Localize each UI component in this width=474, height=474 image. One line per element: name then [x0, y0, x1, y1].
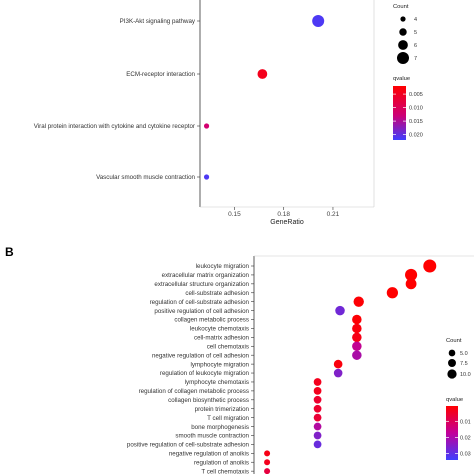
- panel-b-term-regulation-of-leukocyte-migration: regulation of leukocyte migration: [160, 370, 250, 377]
- panel-b-term-regulation-of-collagen-metabolic-process: regulation of collagen metabolic process: [139, 388, 249, 395]
- panel-a-term-viral-protein-interaction-with-cytokine-and-cytokine-receptor: Viral protein interaction with cytokine …: [34, 123, 195, 130]
- panel-b-color-legend-label: 0.02: [460, 435, 471, 441]
- panel-b-dot-regulation-of-cell-substrate-adhesion: [353, 296, 364, 307]
- panel-b-dot-t-cell-chemotaxis: [264, 468, 271, 474]
- panel-b-label: B: [5, 245, 14, 259]
- panel-a-term-pi3k-akt-signaling-pathway: PI3K-Akt signaling pathway: [120, 18, 196, 25]
- panel-b-term-cell-matrix-adhesion: cell-matrix adhesion: [194, 335, 250, 342]
- panel-b-size-legend-label: 10.0: [460, 372, 471, 378]
- panel-a-dot-vascular-smooth-muscle-contraction: [203, 174, 210, 180]
- panel-b-color-bar: [446, 406, 458, 460]
- panel-b-term-t-cell-chemotaxis: T cell chemotaxis: [201, 468, 249, 474]
- panel-a: 0.15 0.18 0.21 PI3K-Akt signaling pathway E…: [34, 0, 423, 226]
- panel-a-size-legend-label: 7: [414, 56, 417, 62]
- panel-a-dot-viral-protein-interaction-with-cytokine-and-cytokine-receptor: [203, 123, 210, 129]
- panel-b-dot-positive-regulation-of-cell-adhesion: [335, 305, 345, 316]
- panel-a-size-legend-dot: [397, 52, 409, 64]
- panel-b-size-legend-label: 7.5: [460, 361, 468, 367]
- panel-a-dot-pi3k-akt-signaling-pathway: [312, 15, 325, 27]
- panel-b-dot-leukocyte-migration: [423, 259, 437, 273]
- panel-b-term-negative-regulation-of-anoikis: negative regulation of anoikis: [169, 451, 249, 458]
- panel-b-term-extracellular-matrix-organization: extracellular matrix organization: [162, 272, 250, 279]
- panel-b-dot-smooth-muscle-contraction: [313, 431, 322, 440]
- panel-b-size-legend-title: Count: [446, 338, 462, 344]
- panel-b-dot-bone-morphogenesis: [313, 422, 322, 431]
- panel-a-size-legend-title: Count: [393, 4, 409, 10]
- panel-b-dot-regulation-of-anoikis: [264, 459, 271, 466]
- panel-a-x-axis-label: GeneRatio: [270, 219, 304, 226]
- panel-b-dot-collagen-biosynthetic-process: [313, 395, 322, 404]
- panel-a-x-tick-label: 0.21: [327, 211, 340, 218]
- panel-b-color-legend-label: 0.03: [460, 452, 471, 458]
- panel-b-term-leukocyte-migration: leukocyte migration: [196, 263, 250, 270]
- panel-b-dot-cell-matrix-adhesion: [352, 332, 362, 343]
- panel-b-term-collagen-biosynthetic-process: collagen biosynthetic process: [168, 397, 249, 404]
- panel-a-color-bar: [393, 86, 406, 140]
- panel-a-x-tick-label: 0.18: [277, 211, 290, 218]
- panel-b-term-regulation-of-cell-substrate-adhesion: regulation of cell-substrate adhesion: [150, 299, 250, 306]
- panel-b-dot-lymphocyte-migration: [333, 359, 343, 369]
- panel-a-dot-ecm-receptor-interaction: [257, 69, 268, 79]
- panel-a-color-legend-label: 0.010: [409, 106, 423, 112]
- panel-a-size-legend-label: 5: [414, 30, 417, 36]
- panel-b-dot-regulation-of-leukocyte-migration: [333, 368, 343, 378]
- panel-b-dot-leukocyte-chemotaxis: [352, 323, 362, 334]
- panel-b-term-leukocyte-chemotaxis: leukocyte chemotaxis: [190, 326, 249, 333]
- panel-a-size-legend-dot: [400, 16, 406, 22]
- panel-b-dot-regulation-of-collagen-metabolic-process: [313, 387, 322, 395]
- panel-a-color-legend-label: 0.020: [409, 133, 423, 139]
- panel-b-term-extracellular-structure-organization: extracellular structure organization: [154, 281, 249, 288]
- panel-b-dot-collagen-metabolic-process: [352, 314, 362, 325]
- panel-b-term-t-cell-migration: T cell migration: [207, 415, 249, 422]
- panel-b-dot-positive-regulation-of-cell-substrate-adhesion: [313, 440, 322, 449]
- panel-b-color-legend-title: qvalue: [446, 397, 463, 403]
- panel-a-size-legend-dot: [398, 40, 408, 50]
- panel-b-term-protein-trimerization: protein trimerization: [195, 406, 250, 413]
- panel-a-color-legend-label: 0.005: [409, 92, 423, 98]
- panel-b-dot-negative-regulation-of-cell-adhesion: [352, 350, 362, 360]
- panel-b-term-negative-regulation-of-cell-adhesion: negative regulation of cell adhesion: [152, 352, 250, 359]
- panel-b-term-bone-morphogenesis: bone morphogenesis: [191, 424, 249, 431]
- panel-b-term-collagen-metabolic-process: collagen metabolic process: [174, 317, 249, 324]
- panel-b-term-smooth-muscle-contraction: smooth muscle contraction: [175, 433, 249, 440]
- panel-a-term-vascular-smooth-muscle-contraction: Vascular smooth muscle contraction: [96, 174, 195, 181]
- panel-b-dot-t-cell-migration: [313, 413, 322, 422]
- panel-b-dot-extracellular-matrix-organization: [405, 268, 418, 281]
- panel-b-term-lymphocyte-chemotaxis: lymphocyte chemotaxis: [185, 379, 249, 386]
- panel-b-color-legend-label: 0.01: [460, 419, 471, 425]
- panel-b-term-positive-regulation-of-cell-substrate-adhesion: positive regulation of cell-substrate ad…: [127, 442, 250, 449]
- panel-a-color-legend-label: 0.015: [409, 119, 423, 125]
- panel-b-size-legend-dot: [447, 369, 457, 379]
- panel-b-dot-extracellular-structure-organization: [405, 278, 417, 290]
- panel-b-size-legend-dot: [448, 359, 456, 367]
- panel-b-dot-protein-trimerization: [313, 404, 322, 413]
- panel-b-dot-lymphocyte-chemotaxis: [313, 378, 322, 386]
- panel-a-color-legend-title: qvalue: [393, 76, 410, 82]
- panel-b: B leukocyte migration extracellular matri…: [5, 245, 474, 474]
- panel-b-term-lymphocyte-migration: lymphocyte migration: [191, 361, 250, 368]
- panel-b-term-positive-regulation-of-cell-adhesion: positive regulation of cell adhesion: [154, 308, 249, 315]
- panel-b-term-cell-substrate-adhesion: cell-substrate adhesion: [185, 290, 249, 297]
- panel-a-size-legend-label: 4: [414, 17, 417, 23]
- panel-b-term-cell-chemotaxis: cell chemotaxis: [207, 343, 249, 350]
- panel-b-size-legend-label: 5.0: [460, 351, 468, 357]
- panel-b-dot-cell-substrate-adhesion: [386, 287, 399, 299]
- panel-a-term-ecm-receptor-interaction: ECM-receptor interaction: [126, 71, 195, 78]
- panel-b-dot-cell-chemotaxis: [352, 341, 362, 352]
- panel-b-size-legend-dot: [448, 349, 456, 357]
- panel-a-x-tick-label: 0.15: [228, 211, 241, 218]
- panel-a-size-legend-label: 6: [414, 43, 417, 49]
- panel-b-term-regulation-of-anoikis: regulation of anoikis: [194, 459, 249, 466]
- panel-a-size-legend-dot: [399, 28, 407, 36]
- panel-b-dot-negative-regulation-of-anoikis: [264, 450, 271, 457]
